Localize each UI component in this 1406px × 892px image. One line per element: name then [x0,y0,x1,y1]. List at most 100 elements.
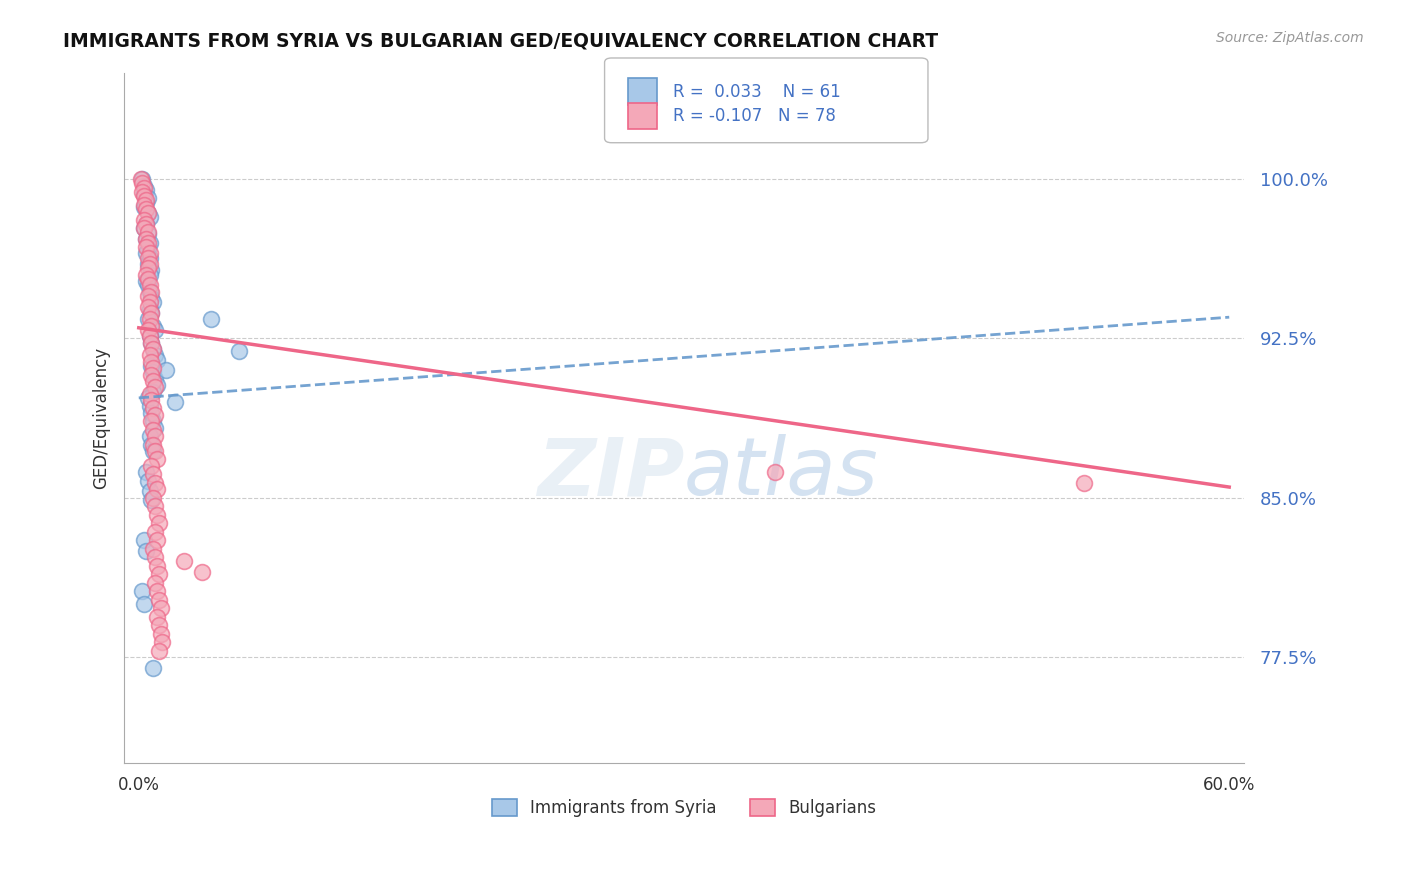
Point [142,423,165,437]
Point [142,491,165,505]
Point [136,235,159,250]
Point [134,200,156,214]
Point [142,467,165,482]
Point [136,191,159,205]
Point [142,318,165,333]
Point [142,660,165,674]
Point [146,378,169,392]
Point [148,618,170,632]
Point [136,323,159,337]
Point [141,392,163,407]
Point [143,444,166,458]
Point [136,289,159,303]
Point [141,335,163,350]
Point [141,492,163,507]
Text: R =  0.033    N = 61: R = 0.033 N = 61 [673,83,841,101]
Point [149,626,172,640]
Point [135,232,157,246]
Point [143,420,166,434]
Point [138,484,160,499]
Point [148,567,170,582]
Point [142,342,165,356]
Point [146,609,169,624]
Point [136,391,159,405]
Point [134,212,156,227]
Point [136,272,159,286]
Point [142,437,165,451]
Point [138,329,160,343]
Point [155,363,177,377]
Point [142,401,165,416]
Point [135,268,157,282]
Point [143,550,166,565]
Point [138,268,160,282]
Point [138,295,160,310]
Point [143,524,166,539]
Point [138,257,160,271]
Point [142,444,165,458]
Point [146,533,169,548]
Text: atlas: atlas [683,434,879,512]
Point [136,474,159,488]
Point [148,516,170,531]
Point [135,465,157,479]
Point [138,329,160,343]
Point [143,348,166,362]
Point [141,291,163,305]
Point [146,352,169,367]
Point [135,202,157,216]
Point [136,225,159,239]
Point [191,565,214,579]
Point [134,221,156,235]
Point [129,172,152,186]
Point [135,274,157,288]
Point [134,533,156,548]
Point [141,285,163,299]
Point [134,197,156,211]
Point [142,374,165,388]
Point [131,172,153,186]
Point [143,408,166,422]
Point [141,318,163,333]
Point [138,211,160,225]
Point [138,285,160,299]
Point [143,372,166,386]
Point [228,344,250,359]
Point [136,300,159,314]
Point [138,235,160,250]
Point [141,306,163,320]
Point [135,246,157,260]
Point [143,323,166,337]
Point [135,232,157,246]
Point [146,452,169,467]
Point [138,246,160,260]
Point [138,301,160,316]
Text: IMMIGRANTS FROM SYRIA VS BULGARIAN GED/EQUIVALENCY CORRELATION CHART: IMMIGRANTS FROM SYRIA VS BULGARIAN GED/E… [63,31,938,50]
Point [143,575,166,590]
Point [141,306,163,320]
Text: R = -0.107   N = 78: R = -0.107 N = 78 [673,107,837,125]
Point [148,592,170,607]
Point [135,543,157,558]
Point [150,635,173,649]
Point [146,558,169,573]
Text: ZIP: ZIP [537,434,683,512]
Point [135,217,157,231]
Point [141,406,163,420]
Point [143,429,166,443]
Point [141,437,163,451]
Point [134,597,156,611]
Point [138,312,160,326]
Point [138,400,160,414]
Y-axis label: GED/Equivalency: GED/Equivalency [93,347,110,489]
Point [763,465,786,479]
Point [136,206,159,220]
Point [142,361,165,376]
Point [135,217,157,231]
Point [136,257,159,271]
Point [135,195,157,210]
Point [136,227,159,242]
Point [141,368,163,382]
Point [146,584,169,599]
Point [136,312,159,326]
